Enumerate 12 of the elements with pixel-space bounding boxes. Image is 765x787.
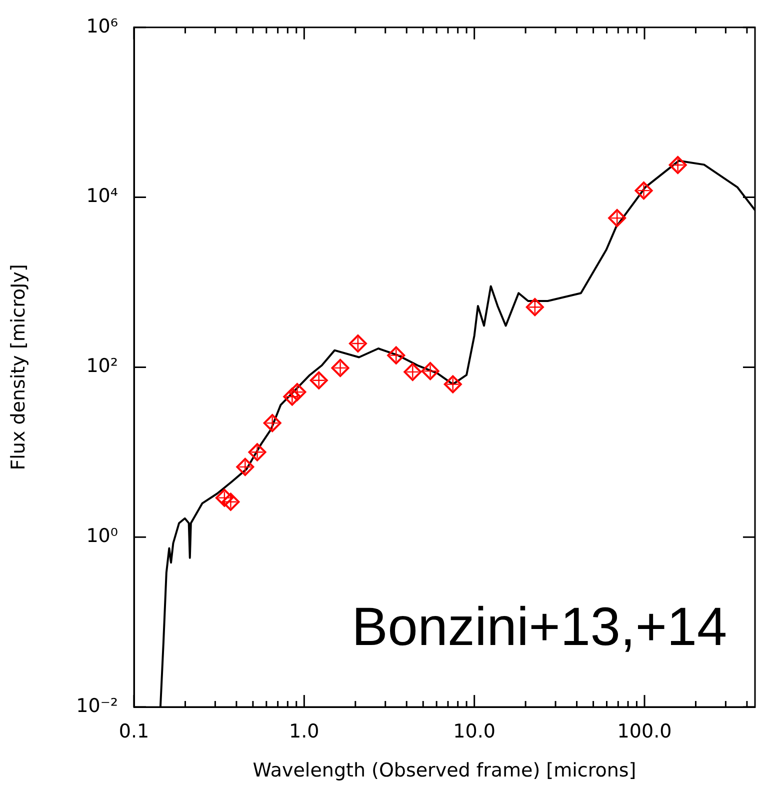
- y-axis-title: Flux density [microJy]: [7, 264, 30, 470]
- x-tick-label: 10.0: [453, 720, 496, 742]
- y-tick-label: 10⁶: [86, 15, 118, 38]
- y-tick-label: 10²: [86, 355, 118, 378]
- y-tick-label: 10⁰: [86, 525, 118, 548]
- x-tick-label: 0.1: [118, 720, 150, 742]
- annotation: Bonzini+13,+14: [352, 596, 727, 657]
- x-axis-title: Wavelength (Observed frame) [microns]: [252, 760, 636, 782]
- x-tick-label: 1.0: [289, 720, 320, 742]
- y-tick-label: 10⁴: [86, 185, 118, 208]
- x-tick-label: 100.0: [617, 720, 672, 742]
- y-tick-label: 10⁻²: [76, 694, 118, 717]
